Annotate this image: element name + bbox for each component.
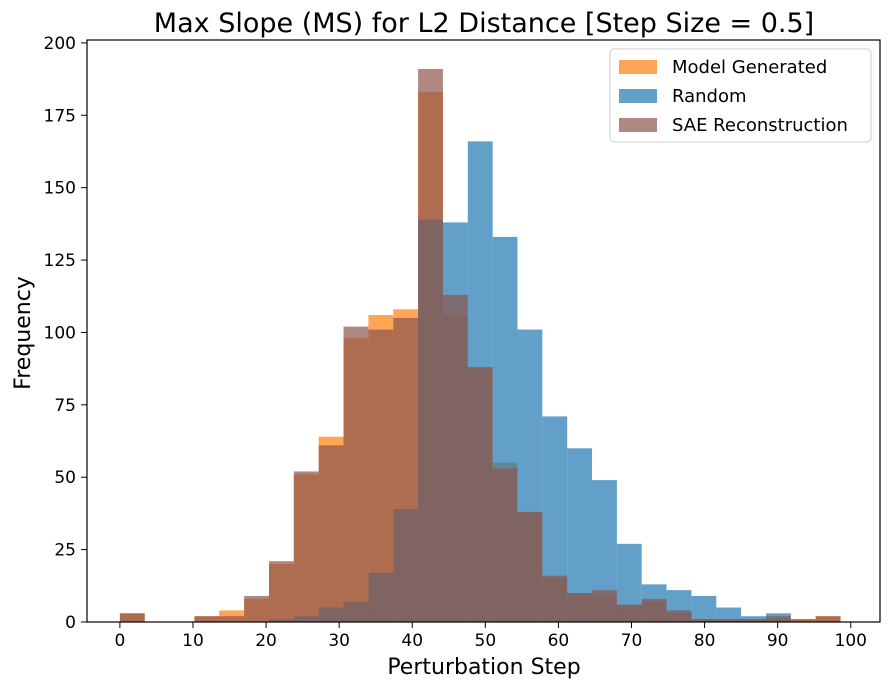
y-tick-label: 175 (44, 106, 76, 126)
legend-frame (609, 48, 872, 143)
x-tick-label: 60 (548, 631, 570, 651)
legend-label-random: Random (672, 86, 747, 107)
bar-sae-reconstruction-26 (815, 616, 841, 622)
bars-layer (119, 68, 841, 623)
bar-sae-reconstruction-11 (442, 294, 468, 622)
x-tick-label: 100 (835, 631, 867, 651)
bar-random-18 (716, 607, 742, 622)
y-axis-label: Frequency (11, 276, 36, 390)
legend-swatch-sae-reconstruction (619, 118, 657, 132)
bar-sae-reconstruction-8 (368, 329, 394, 622)
bar-random-17 (691, 595, 717, 622)
x-tick-label: 30 (328, 631, 350, 651)
y-tick-label: 0 (65, 613, 76, 633)
bar-sae-reconstruction-16 (567, 593, 593, 622)
x-axis-label: Perturbation Step (387, 655, 580, 680)
x-tick-label: 10 (182, 631, 204, 651)
bar-sae-reconstruction-17 (592, 590, 617, 622)
y-tick-label: 25 (54, 541, 76, 561)
x-tick-label: 50 (475, 631, 497, 651)
bar-sae-reconstruction-1 (194, 616, 220, 622)
chart-title: Max Slope (MS) for L2 Distance [Step Siz… (154, 8, 814, 39)
y-tick-label: 200 (44, 34, 76, 54)
bar-sae-reconstruction-5 (293, 471, 319, 622)
x-tick-label: 0 (114, 631, 125, 651)
y-tick-label: 150 (44, 179, 76, 199)
bar-sae-reconstruction-6 (318, 445, 344, 622)
y-tick-label: 50 (54, 468, 76, 488)
bar-sae-reconstruction-25 (790, 619, 816, 622)
bar-sae-reconstruction-13 (492, 468, 518, 622)
y-tick-label: 75 (54, 396, 76, 416)
bar-sae-reconstruction-7 (343, 326, 369, 622)
bar-sae-reconstruction-0 (119, 613, 145, 622)
x-axis: 0 10 20 30 40 50 60 70 80 90 100 (114, 622, 867, 651)
y-tick-label: 100 (44, 323, 76, 343)
bar-sae-reconstruction-10 (418, 68, 443, 623)
x-tick-label: 70 (621, 631, 643, 651)
x-tick-label: 20 (255, 631, 277, 651)
bar-sae-reconstruction-22 (716, 619, 742, 622)
y-axis: 0 25 50 75 100 125 150 175 200 (44, 34, 87, 633)
bar-sae-reconstruction-24 (765, 616, 791, 622)
bar-sae-reconstruction-3 (244, 595, 269, 622)
bar-sae-reconstruction-23 (741, 619, 766, 622)
x-tick-label: 80 (694, 631, 716, 651)
legend-swatch-model-generated (619, 60, 657, 74)
bar-sae-reconstruction-20 (666, 610, 692, 622)
legend-swatch-random (619, 89, 657, 103)
bar-sae-reconstruction-21 (691, 619, 717, 622)
x-tick-label: 90 (767, 631, 789, 651)
bar-sae-reconstruction-2 (219, 616, 245, 622)
legend: Model Generated Random SAE Reconstruction (609, 48, 872, 143)
bar-sae-reconstruction-15 (542, 575, 568, 622)
bar-sae-reconstruction-14 (517, 511, 543, 622)
x-tick-label: 40 (401, 631, 423, 651)
bar-sae-reconstruction-19 (641, 598, 667, 622)
bar-sae-reconstruction-18 (616, 604, 642, 622)
y-tick-label: 125 (44, 251, 76, 271)
bar-sae-reconstruction-4 (268, 561, 294, 622)
plot-frame (86, 39, 881, 623)
legend-label-model-generated: Model Generated (672, 57, 827, 78)
bar-sae-reconstruction-9 (393, 317, 419, 622)
legend-label-sae-reconstruction: SAE Reconstruction (672, 115, 848, 136)
bar-sae-reconstruction-12 (467, 367, 493, 622)
